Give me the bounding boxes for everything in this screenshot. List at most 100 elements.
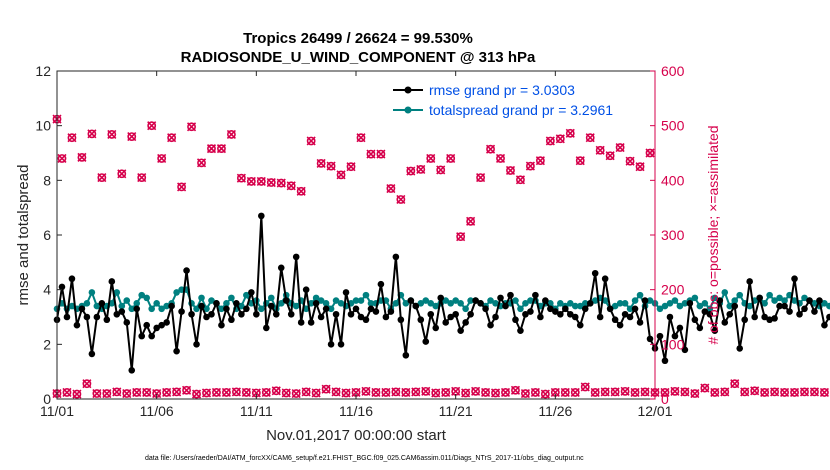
rmse-point [811, 308, 818, 315]
rmse-point [277, 264, 285, 272]
rmse-point [796, 310, 803, 318]
rmse-point [576, 321, 584, 329]
obs-high-marker [456, 232, 466, 242]
totalspread-point [173, 289, 180, 296]
totalspread-point [522, 300, 529, 307]
legend-rmse-label: rmse grand pr = 3.0303 [429, 82, 575, 98]
totalspread-point [591, 297, 599, 304]
totalspread-point [656, 305, 664, 313]
rmse-point [601, 275, 609, 283]
obs-high-marker [565, 128, 575, 138]
rmse-point [367, 305, 375, 313]
rmse-point [646, 335, 654, 343]
rmse-point [223, 305, 230, 313]
obs-low-marker [520, 388, 530, 399]
obs-low-marker [381, 387, 391, 398]
obs-high-marker [406, 166, 416, 176]
totalspread-point [198, 294, 205, 302]
rmse-point [736, 345, 744, 352]
totalspread-point [238, 302, 245, 310]
obs-low-marker [261, 387, 271, 398]
rmse-point [258, 212, 265, 220]
rmse-series [53, 212, 830, 374]
rmse-point [482, 305, 489, 313]
obs-high-marker [605, 151, 615, 161]
right-tick-label: 300 [661, 227, 685, 243]
totalspread-point [258, 305, 265, 313]
rmse-point [357, 313, 365, 321]
totalspread-point [352, 297, 360, 304]
obs-low-marker [690, 388, 700, 399]
totalspread-point [267, 294, 275, 302]
rmse-point [691, 316, 699, 324]
rmse-point [571, 313, 579, 321]
totalspread-point [148, 305, 155, 313]
rmse-point [228, 316, 235, 324]
obs-low-marker [789, 387, 800, 398]
rmse-point [422, 338, 430, 345]
totalspread-point [357, 297, 365, 304]
obs-low-marker [341, 388, 351, 398]
obs-high-marker [356, 133, 366, 143]
rmse-point [497, 294, 504, 302]
totalspread-point [621, 300, 629, 307]
totalspread-point [571, 302, 579, 310]
totalspread-point [676, 302, 684, 310]
obs-high-marker [386, 183, 396, 194]
rmse-point [756, 294, 763, 302]
obs-low-marker [172, 387, 182, 397]
rmse-point [342, 289, 350, 296]
rmse-point [666, 313, 674, 321]
obs-low-marker [600, 387, 610, 397]
obs-high-marker [236, 173, 246, 183]
obs-high-marker [286, 181, 296, 191]
left-axis-label: rmse and totalspread [15, 165, 32, 306]
obs-low-marker [730, 379, 740, 389]
rmse-point [566, 310, 574, 318]
totalspread-point [312, 294, 320, 302]
totalspread-point [636, 291, 644, 299]
obs-high-marker [535, 156, 545, 166]
rmse-point [656, 332, 664, 340]
totalspread-point [128, 305, 136, 313]
rmse-point [611, 316, 619, 324]
obs-high-marker [316, 158, 326, 168]
rmse-point [442, 319, 450, 326]
rmse-point [382, 313, 390, 321]
totalspread-point [88, 289, 96, 296]
rmse-point [816, 297, 823, 304]
rmse-point [437, 294, 445, 302]
rmse-point [586, 300, 594, 307]
obs-high-marker [485, 144, 496, 154]
obs-high-marker [595, 145, 605, 155]
rmse-point [527, 308, 534, 315]
rmse-point [58, 283, 66, 291]
rmse-point [198, 302, 205, 310]
chart-title-line1: Tropics 26499 / 26624 = 99.530% [243, 30, 473, 47]
obs-low-marker [441, 387, 451, 398]
rmse-point [731, 302, 739, 310]
totalspread-point [203, 305, 210, 313]
obs-high-marker [545, 136, 555, 146]
obs-low-marker [670, 386, 680, 396]
rmse-point [327, 341, 335, 348]
rmse-point [621, 310, 629, 318]
obs-high-marker [376, 149, 386, 159]
obs-high-marker [625, 156, 635, 166]
obs-low-marker [271, 386, 281, 396]
rmse-point [636, 319, 644, 326]
obs-high-marker [306, 136, 316, 146]
totalspread-point [277, 300, 285, 307]
obs-low-marker [331, 387, 341, 397]
rmse-point [83, 313, 91, 321]
rmse-point [721, 319, 729, 326]
totalspread-point [517, 305, 524, 313]
rmse-point [397, 316, 405, 324]
right-tick-label: 400 [661, 172, 685, 188]
totalspread-point [153, 300, 160, 307]
totalspread-point [776, 294, 783, 302]
rmse-point [183, 267, 190, 274]
rmse-point [118, 308, 126, 315]
obs-low-marker [191, 389, 202, 399]
